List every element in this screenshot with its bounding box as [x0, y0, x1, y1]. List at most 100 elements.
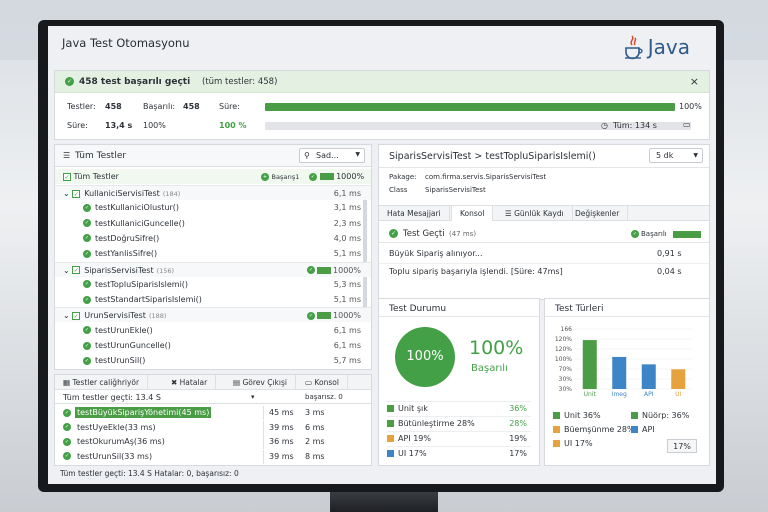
- root-badge-text: Başarış1: [271, 173, 300, 181]
- tree-item[interactable]: ✓ testUrunGuncelle() 6,1 ms: [55, 338, 371, 353]
- tree-label: testStandartSiparisIslemi(): [95, 295, 202, 305]
- tree-time-text: 5,3 ms: [333, 279, 361, 289]
- passed-time: (47 ms): [449, 230, 477, 238]
- console-line-1: Büyük Sipariş alınıyor...: [389, 249, 483, 258]
- duration-label: Süre:: [219, 102, 240, 111]
- checkbox-icon: ✓: [72, 266, 81, 274]
- tree-time-text: 6,1 ms: [333, 341, 361, 350]
- checkbox-icon: ✓: [72, 311, 81, 320]
- tree-time-text: 1000%: [333, 311, 361, 321]
- results-tabs: ▦ Testler caliğhriyör ✖ Hatalar ▤ Görev …: [55, 375, 371, 390]
- tree-item[interactable]: ✓ testUrunEkle() 6,1 ms: [55, 323, 371, 338]
- tree-label: testKullaniciOlustur(): [95, 203, 180, 213]
- tree-root[interactable]: ✓ Tüm Testler + Başarış1 ✓ 1000%: [55, 169, 371, 184]
- result-b: 6 ms: [305, 422, 325, 432]
- result-name: testUrunSil(33 ms): [77, 451, 153, 461]
- console-line-1-val: 0,91 s: [657, 249, 682, 258]
- tree-time-text: 5,1 ms: [333, 249, 361, 259]
- types-legend-item: UI 17%: [553, 439, 593, 448]
- legend-swatch: [553, 440, 560, 447]
- tree-time: ✓ 1000%: [307, 263, 361, 278]
- test-types-panel: Test Türleri 166 120% 120% 100% 70% 30% 30% Uni…: [544, 298, 710, 466]
- result-row[interactable]: ✓ testUyeEkle(33 ms) 39 ms 6 ms: [55, 420, 371, 435]
- tree-item[interactable]: ✓ testTopluSiparisIslemi() 5,3 ms: [55, 277, 371, 292]
- pct1: 100%: [143, 121, 166, 130]
- duration-select[interactable]: 5 dk ▼: [649, 148, 703, 163]
- status-row: Unit şık 36%: [387, 401, 531, 415]
- battery-icon: ▭: [683, 120, 691, 129]
- tree-group[interactable]: ⌄ ✓ KullaniciServisiTest (184) 6,1 ms: [55, 185, 371, 200]
- status-row: Bütünleştirme 28% 28%: [387, 416, 531, 430]
- check-icon: ✓: [83, 249, 91, 258]
- x-tick-label: Unit: [584, 391, 597, 398]
- root-pct-text: 1000%: [336, 172, 365, 181]
- tree-time-text: 5,7 ms: [333, 356, 361, 366]
- legend-swatch: [387, 435, 394, 442]
- tab-errors[interactable]: ✖ Hatalar: [163, 375, 217, 390]
- status-big: 100%: [469, 337, 524, 359]
- tree-group[interactable]: ⌄ ✓ SiparisServisiTest (156) ✓ 1000%: [55, 261, 371, 278]
- checkbox-icon: ✓: [72, 189, 81, 198]
- check-icon: ✓: [83, 341, 91, 350]
- types-legend-text: UI 17%: [564, 439, 593, 448]
- pct2: 100 %: [219, 121, 247, 130]
- detail-tabs: Hata Mesajjari Konsol ☰ Günlük Kaydı Değ…: [379, 205, 709, 221]
- tab-console-detail[interactable]: Konsol: [451, 206, 494, 221]
- time-bar: [265, 122, 691, 130]
- tree-item[interactable]: ✓ testStandartSiparisIslemi() 5,1 ms: [55, 292, 371, 307]
- tree-time: 3,1 ms: [334, 200, 361, 215]
- tree-item[interactable]: ✓ testUrunSil() 5,7 ms: [55, 353, 371, 368]
- result-row[interactable]: ✓ testOkurumAş(36 ms) 36 ms 2 ms: [55, 435, 371, 449]
- search-input[interactable]: ⚲ Sad... ▼: [299, 148, 365, 163]
- tree-item[interactable]: ✓ testDoğruSifre() 4,0 ms: [55, 231, 371, 246]
- status-row: UI 17% 17%: [387, 446, 531, 460]
- success-banner: ✓ 458 test başarılı geçti (tüm testler: …: [55, 71, 709, 93]
- tree-time: 4,0 ms: [334, 231, 361, 246]
- y-tick-label: 30%: [559, 386, 573, 393]
- tree-scrollbar[interactable]: [363, 189, 367, 319]
- legend-swatch: [553, 426, 560, 433]
- status-title: Test Durumu: [389, 304, 447, 314]
- chevron-down-icon[interactable]: ⌄: [63, 189, 73, 198]
- bar-unit: [582, 340, 597, 389]
- package-value: com.firma.servis.SiparisServisiTest: [425, 173, 547, 181]
- chevron-down-icon[interactable]: ⌄: [63, 265, 73, 275]
- chevron-down-icon[interactable]: ⌄: [63, 311, 73, 321]
- badge-root: + Başarış1: [261, 172, 300, 181]
- progress-bar: [265, 103, 675, 111]
- console-line-2: Toplu sipariş başarıyla işlendi. [Süre: …: [389, 267, 563, 276]
- types-legend-item: Unit 36%: [553, 411, 601, 420]
- tab-console[interactable]: ▭ Konsol: [297, 375, 348, 390]
- tree-time: 5,1 ms: [334, 292, 361, 307]
- result-a: 36 ms: [269, 437, 294, 446]
- tab-tests[interactable]: ▦ Testler caliğhriyör: [55, 375, 149, 390]
- types-legend-text: Büemşünme 28%: [564, 425, 635, 434]
- status-row-val: 17%: [509, 449, 527, 458]
- result-row[interactable]: ✓ testUrunSil(33 ms) 39 ms 8 ms: [55, 449, 371, 464]
- passed-badge: Başarılı: [641, 230, 667, 238]
- tree-time: 5,1 ms: [334, 246, 361, 261]
- tab-error-messages[interactable]: Hata Mesajjari: [379, 206, 450, 221]
- tree-header: ☰ Tüm Testler ⚲ Sad... ▼: [55, 145, 371, 167]
- result-name: testUyeEkle(33 ms): [77, 422, 156, 432]
- tree-item[interactable]: ✓ testKullaniciOlustur() 3,1 ms: [55, 200, 371, 215]
- y-tick-label: 70%: [559, 366, 573, 373]
- tab-variables[interactable]: Değişkenler: [567, 206, 629, 221]
- legend-swatch: [631, 412, 638, 419]
- result-row[interactable]: ✓ testBüyükSiparişYönetimi(45 ms) 45 ms 3 m…: [55, 406, 371, 420]
- bar-api: [641, 364, 656, 389]
- tab-output[interactable]: ▤ Görev Çıkışi: [225, 375, 296, 390]
- close-icon[interactable]: ×: [689, 75, 699, 88]
- tree-item[interactable]: ✓ testKullaniciGuncelle() 2,3 ms: [55, 216, 371, 231]
- result-b: 3 ms: [305, 408, 325, 417]
- check-icon: ✓: [83, 326, 91, 335]
- tab-log[interactable]: ☰ Günlük Kaydı: [497, 206, 573, 221]
- types-legend-text: Unit 36%: [564, 411, 601, 420]
- tree-group[interactable]: ⌄ ✓ UrunServisiTest (188) ✓ 1000%: [55, 307, 371, 323]
- tree-time-text: 6,1 ms: [333, 325, 361, 335]
- progress-pct: 100%: [679, 102, 702, 111]
- test-tree-panel: ☰ Tüm Testler ⚲ Sad... ▼ ✓ Tüm Testler +…: [54, 144, 372, 370]
- tree-item[interactable]: ✓ testYanlisSifre() 5,1 ms: [55, 246, 371, 261]
- tree-label: testDoğruSifre(): [95, 233, 160, 243]
- class-label: Class: [389, 186, 408, 194]
